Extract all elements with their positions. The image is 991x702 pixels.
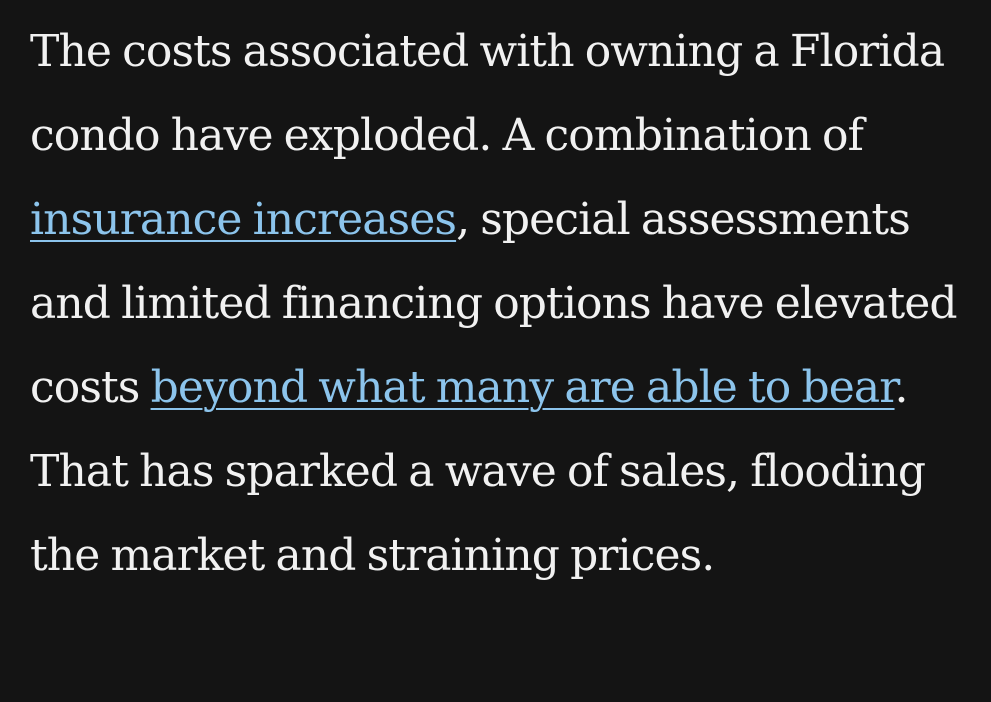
paragraph-text-3: . That has sparked a wave of sales, floo… <box>30 362 926 581</box>
paragraph-text-2: , special assessments and limited financ… <box>30 194 958 413</box>
beyond-what-many-can-bear-link[interactable]: beyond what many are able to bear <box>150 362 896 413</box>
insurance-increases-link[interactable]: insurance increases <box>30 194 457 245</box>
article-paragraph: The costs associated with owning a Flori… <box>30 10 980 598</box>
paragraph-text-1: The costs associated with owning a Flori… <box>30 26 945 161</box>
